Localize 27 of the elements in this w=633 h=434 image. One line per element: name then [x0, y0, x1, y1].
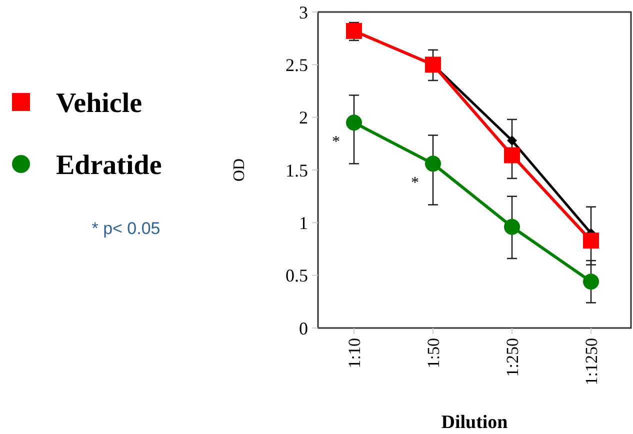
x-tick-label: 1:1250: [582, 338, 601, 386]
point: [425, 56, 441, 73]
point: [504, 147, 520, 164]
annotation: *: [411, 174, 419, 192]
text: * p< 0.05: [92, 218, 160, 238]
x-tick-label: 1:10: [345, 338, 364, 368]
point: [425, 156, 441, 172]
x-axis-title: Dilution: [441, 412, 508, 433]
y-tick-label: 1: [299, 212, 308, 233]
x-tick-label: 1:50: [424, 338, 443, 368]
legend-label: Edratide: [56, 150, 162, 181]
point: [507, 136, 517, 146]
point: [346, 114, 362, 131]
y-tick-label: 2: [299, 108, 308, 128]
point: [504, 218, 520, 235]
point: [346, 22, 362, 39]
y-tick-label: 2.5: [286, 54, 308, 75]
y-tick-label: 3: [299, 2, 308, 22]
y-tick-label: 0: [299, 318, 308, 338]
y-tick-label: 1.5: [286, 160, 308, 180]
point: [583, 232, 599, 249]
y-tick-label: 0.5: [286, 266, 308, 286]
annotation: *: [332, 134, 340, 151]
x-tick-label: 1:250: [503, 338, 522, 377]
point: [583, 274, 599, 290]
legend-label: Vehicle: [56, 88, 142, 119]
y-axis-title: OD: [231, 158, 248, 182]
